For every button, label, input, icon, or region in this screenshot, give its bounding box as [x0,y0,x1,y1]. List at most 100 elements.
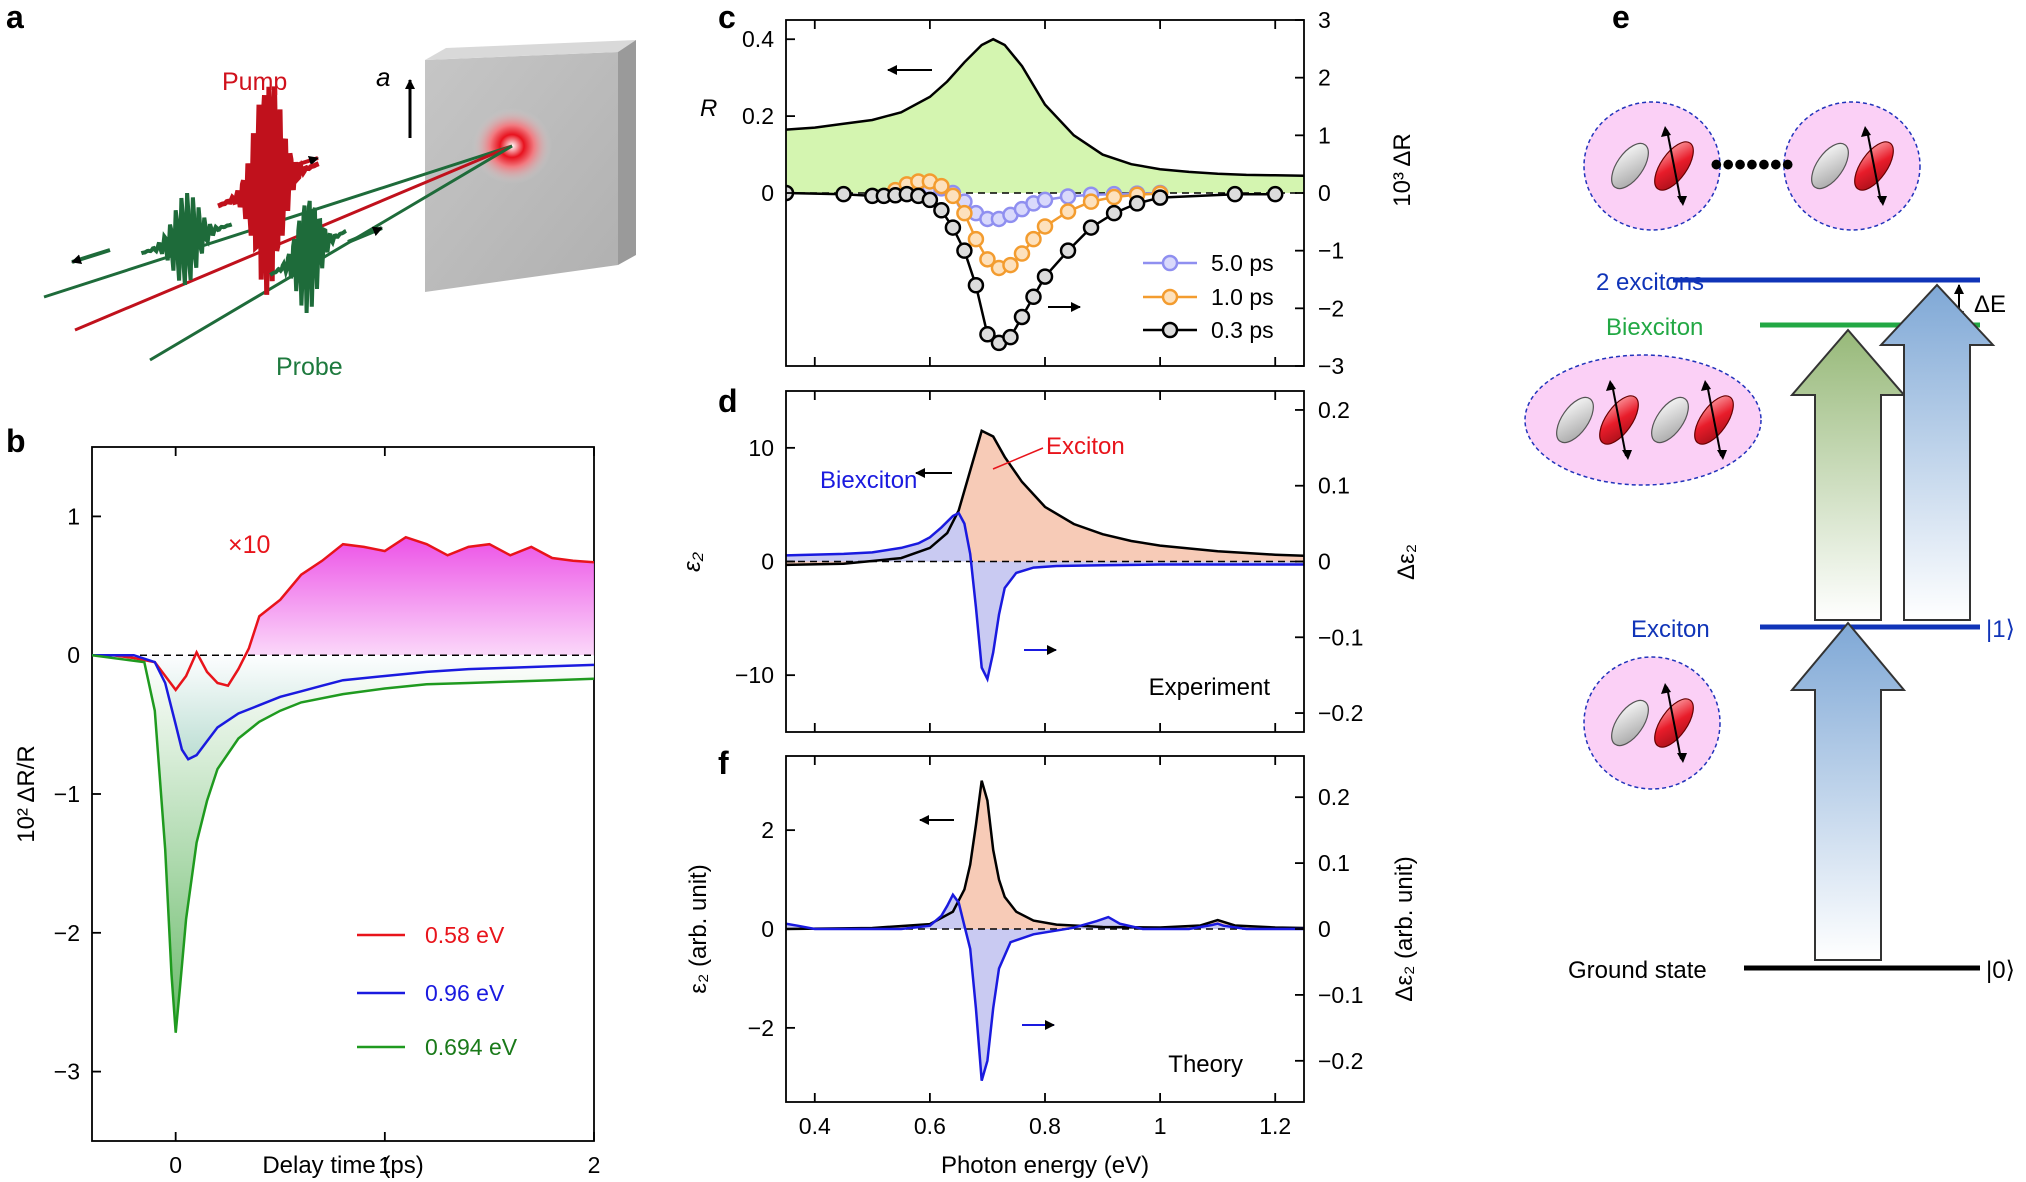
hole-cloud [1556,396,1594,444]
panel-c-marker-50ps [1059,188,1077,205]
panel-f-series-delta-eps2 [786,892,1304,1081]
spin-arrow [1706,383,1722,457]
panel-c-y2label: 10³ ΔR [1389,133,1416,206]
panel-c-chart: 0 0.2 0.4 −3 −2 −1 0 1 2 3 R 10³ ΔR 5.0 ps 1.0 ps… [700,7,1416,379]
probe-in-arrow [347,226,383,244]
panel-b-annotation-x10: ×10 [228,531,270,559]
spin-arrow-head-down [1877,196,1887,206]
legend-marker-03ps [1161,321,1179,339]
panel-c-R-fill [786,39,1304,194]
pump-label: Pump [222,68,287,96]
spin-arrow-head-up [1861,126,1871,137]
panel-c-marker-03ps [1105,204,1123,222]
panel-c-marker-10ps [1002,256,1019,274]
exciton-bubble [1583,101,1721,231]
panel-b-series-0694eV [92,653,594,1033]
panel-f-series-eps2 [786,780,1304,931]
panel-d-ytick-label: 10 [748,435,774,461]
panel-c-marker-03ps [1036,268,1054,285]
spin-arrow [1611,383,1627,457]
panel-c-marker-03ps [979,326,996,343]
panel-c-plot-area [786,37,1304,352]
panel-c-y2tick-label: 0 [1318,180,1331,206]
panel-label-e: e [1612,0,1630,35]
probe-pulse-incident [269,200,347,313]
spin-arrow-head-down [1677,196,1687,206]
exciton-label: Exciton [1046,433,1125,460]
panel-c-marker-10ps [1025,230,1042,248]
panel-label-a: a [6,0,24,35]
state-label-ground: Ground state [1568,957,1707,984]
panel-b-chart: 0 1 2 −3 −2 −1 0 1 Delay time (ps) 10² ΔR/R ×10… [13,446,601,1179]
legend-label-096: 0.96 eV [425,980,505,1006]
panel-f-y2tick-label: 0 [1318,916,1331,942]
hole-cloud [1611,699,1649,747]
panel-c-marker-10ps [956,204,973,222]
legend-label-0694: 0.694 eV [425,1034,518,1060]
panel-label-c: c [718,0,736,35]
probe-incident-beam [149,144,513,362]
excitation-arrow-biexciton [1789,328,1907,621]
panel-b-series-058eV [92,535,594,692]
spin-arrow-head-up [1701,380,1711,391]
panel-f-xlabel: Photon energy (eV) [941,1152,1149,1179]
single-exciton-bubble [1583,656,1721,790]
panel-d-y2tick-label: 0.2 [1318,397,1350,423]
panel-c-series-R [786,37,1304,177]
panel-c-marker-10ps [1059,203,1077,220]
ellipsis-dots: ••••••• [1710,146,1793,184]
panel-d-y2label: Δε₂ [1393,544,1420,580]
spin-arrow [1666,686,1682,760]
panel-b-ytick-label: −2 [54,920,80,946]
panel-c-marker-03ps [1226,185,1244,203]
legend-marker-5ps [1161,254,1179,272]
panel-d-eps-fill [786,430,1304,565]
panel-c-marker-03ps [1059,242,1077,259]
panel-f-y2tick-label: 0.2 [1318,784,1350,810]
panel-b-ytick-label: 1 [67,503,80,529]
probe-label: Probe [276,353,343,381]
panel-a-schematic: a Pump Probe [43,40,636,381]
spin-arrow-head-up [1661,683,1671,694]
crystal-axis-label: a [376,62,390,92]
pump-pulse [217,86,320,295]
legend-label-5ps: 5.0 ps [1211,250,1274,276]
sample-slab-side [618,40,636,265]
panel-b-plot-area [92,535,594,1033]
panel-b-legend: 0.58 eV 0.96 eV 0.694 eV [357,922,518,1060]
legend-marker-1ps [1161,288,1179,306]
panel-c-y2tick-label: −1 [1318,238,1344,264]
panel-c-ytick-label: 0 [761,180,774,206]
panel-f-ytick-label: 0 [761,916,774,942]
panel-c-marker-03ps [933,202,950,219]
panel-b-xtick-label: 0 [169,1152,182,1178]
panel-c-marker-10ps [933,177,950,195]
spin-arrow [1866,129,1882,203]
panel-f-y2label: Δε₂ (arb. unit) [1391,856,1418,1001]
panel-b-ytick-label: −3 [54,1059,80,1085]
panel-b-fill-2 [92,655,594,1033]
panel-d-corner-label: Experiment [1149,674,1271,701]
panel-d-ytick-label: 0 [761,549,774,575]
biexciton-label: Biexciton [820,467,917,494]
panel-d-y2tick-label: 0 [1318,549,1331,575]
panel-f-ticks: 0.4 0.6 0.8 1 1.2 −2 0 2 −0.2 −0.1 0 0.1 0.2 [748,756,1363,1139]
panel-d-chart: −10 0 10 −0.2 −0.1 0 0.1 0.2 ε₂ Δε₂ Exciton Bie… [679,390,1420,733]
panel-c-marker-03ps [1151,189,1169,206]
panel-c-marker-03ps [967,277,985,294]
panel-label-d: d [718,383,738,419]
panel-b-xtick-label: 2 [588,1152,601,1178]
state-label-two-excitons: 2 excitons [1596,269,1704,296]
panel-f-eps-fill [786,780,1304,929]
panel-c-marker-10ps [1036,218,1054,235]
panel-c-marker-10ps [1105,188,1123,206]
panel-c-ylabel: R [700,95,717,122]
spin-arrow-head-down [1677,753,1687,763]
panel-c-ytick-label: 0.2 [742,103,774,129]
panel-c-series-03ps [786,191,1276,345]
panel-d-y2tick-label: 0.1 [1318,473,1350,499]
hole-cloud [1811,142,1849,190]
panel-label-f: f [718,745,729,781]
panel-d-plot-area [786,429,1304,683]
panel-c-y2tick-label: 3 [1318,7,1331,33]
